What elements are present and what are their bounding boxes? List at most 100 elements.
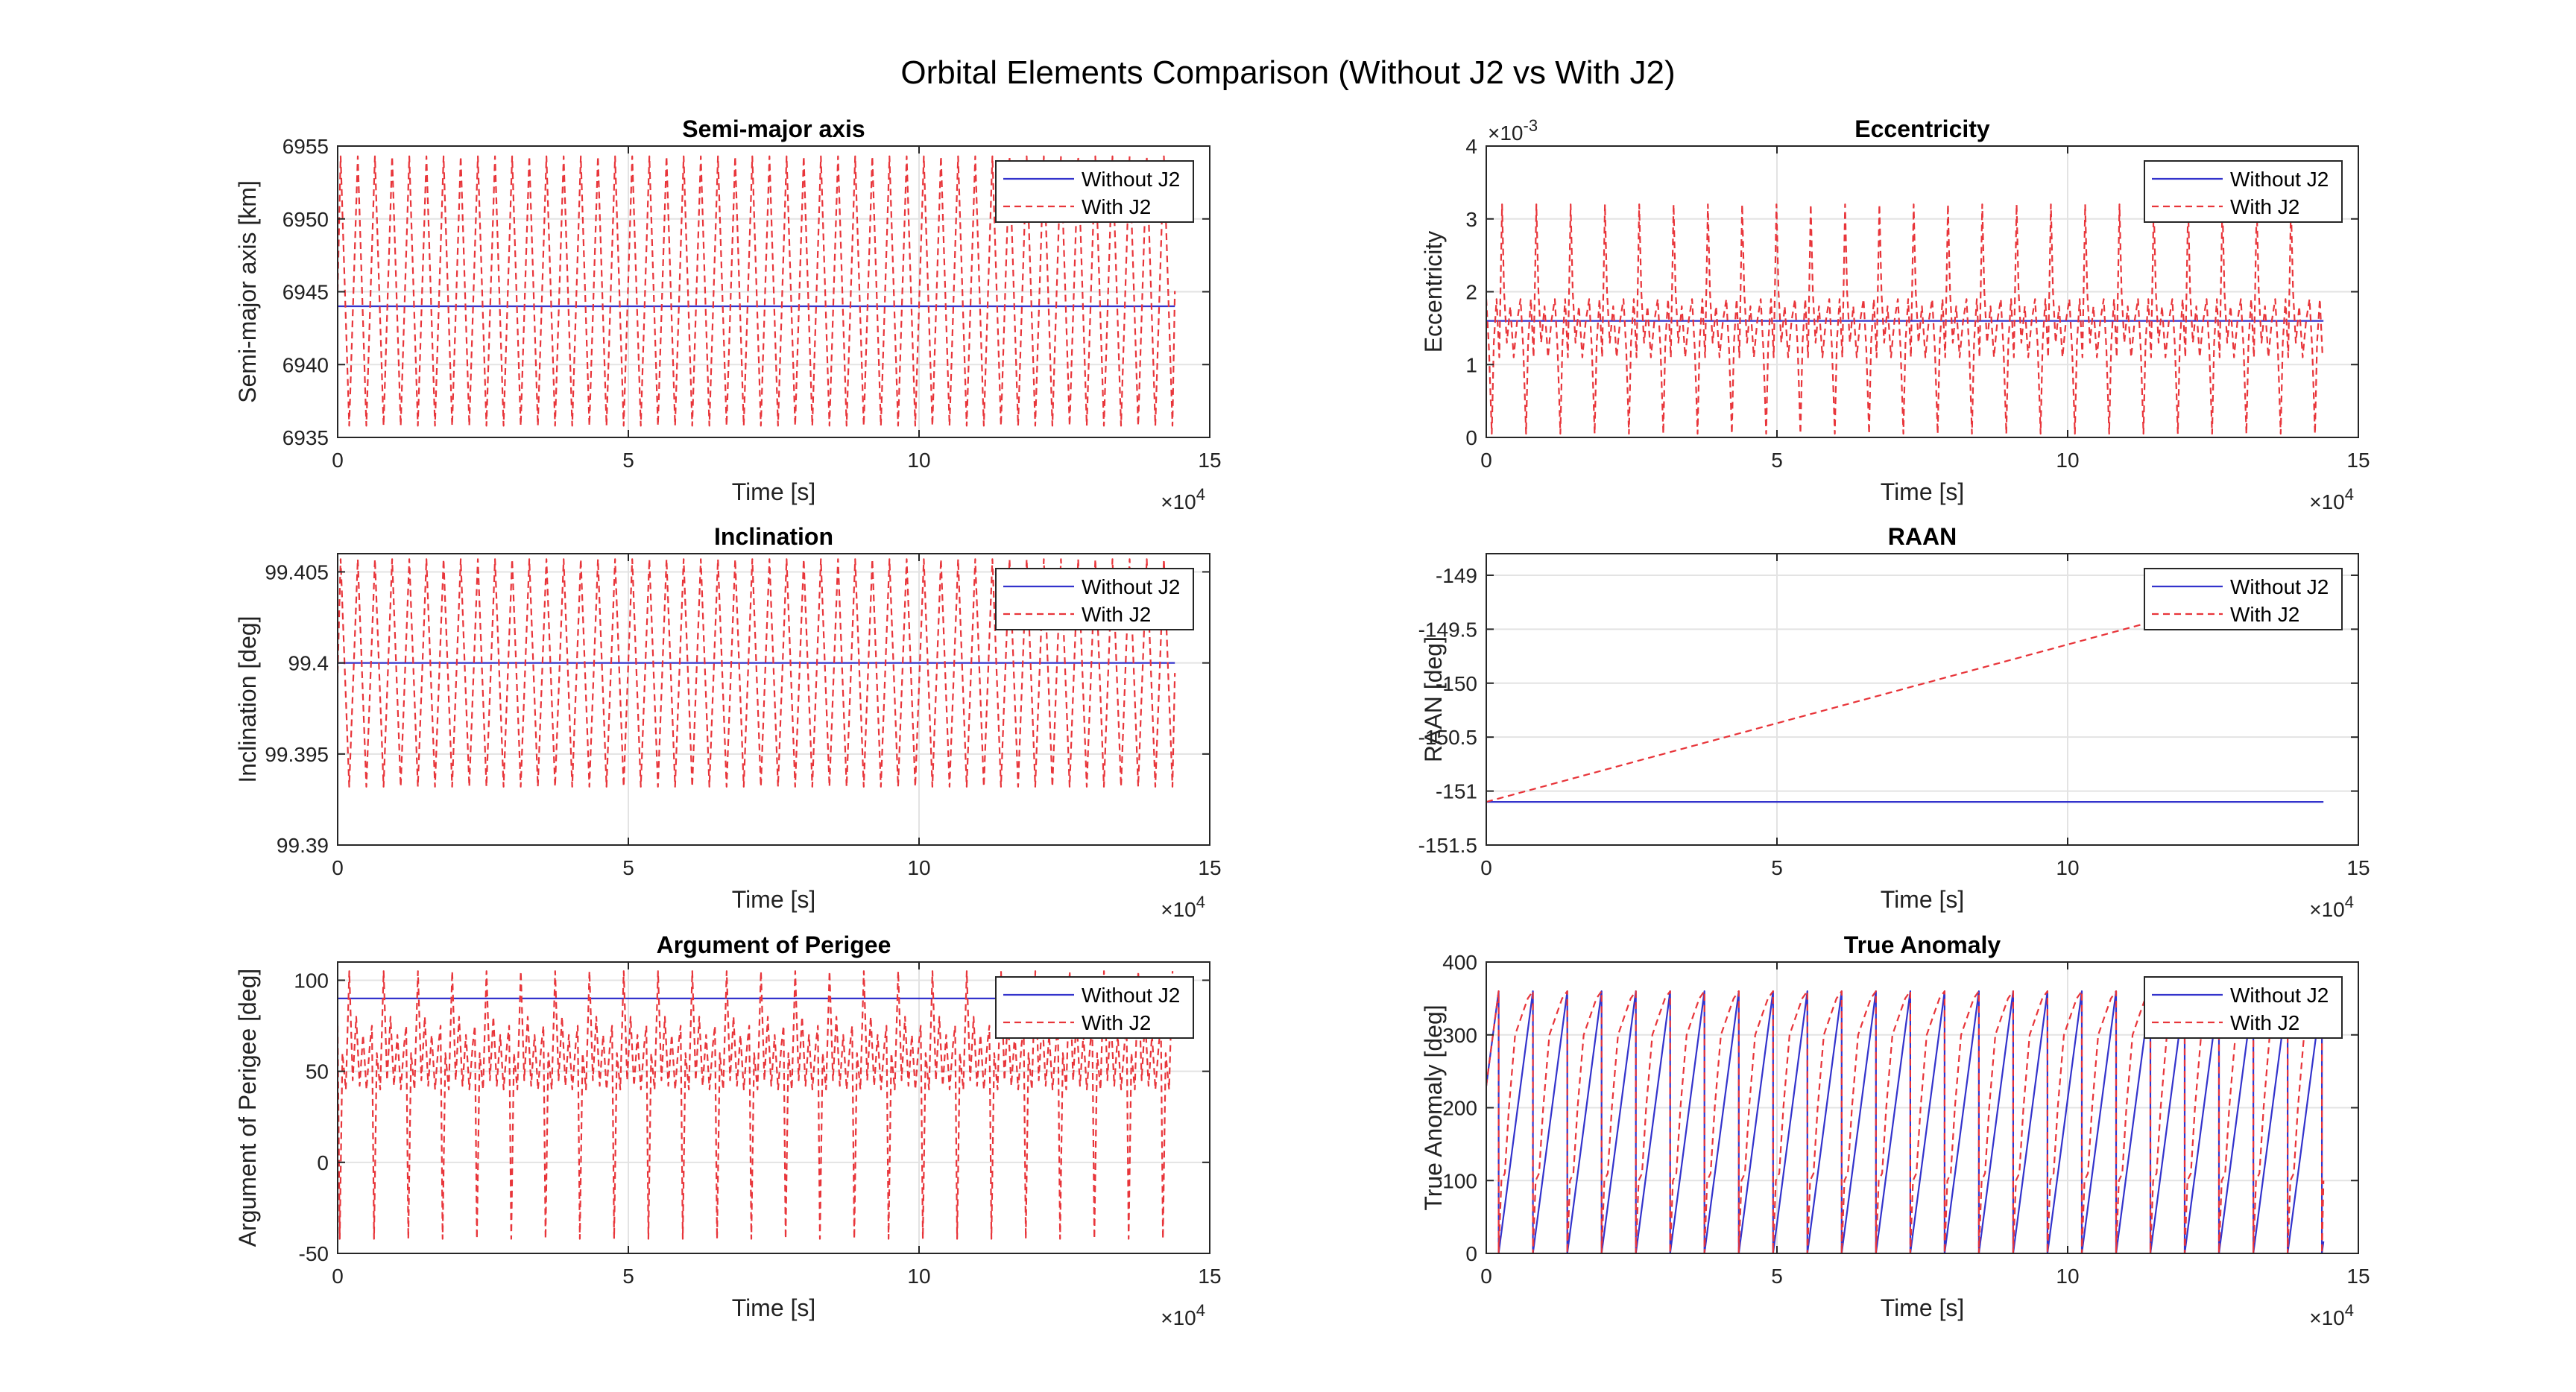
- y-tick-label: 50: [306, 1060, 329, 1083]
- y-tick-label: 100: [1442, 1169, 1477, 1192]
- figure-title: Orbital Elements Comparison (Without J2 …: [900, 54, 1675, 91]
- x-axis-label: Time [s]: [732, 478, 816, 505]
- legend-box: [995, 160, 1194, 223]
- y-tick-label: -151.5: [1418, 834, 1477, 857]
- x-tick-label: 10: [2056, 449, 2079, 472]
- x-tick-label: 5: [622, 856, 634, 879]
- x-exponent: ×104: [2309, 1301, 2354, 1329]
- x-tick-label: 10: [2056, 1265, 2079, 1288]
- legend-box: [2144, 160, 2343, 223]
- series-group: [1486, 203, 2324, 435]
- x-axis-label: Time [s]: [732, 886, 816, 913]
- legend-label: Without J2: [1082, 575, 1180, 598]
- plot-title: True Anomaly: [1844, 931, 2001, 958]
- plot-true-anomaly: 0 5 10 15 0 100 200 300 400 True Anomaly Time [s] T…: [1420, 931, 2370, 1329]
- x-exponent: ×104: [2309, 485, 2354, 513]
- y-tick-label: 0: [1465, 1242, 1477, 1265]
- x-exponent: ×104: [1161, 1301, 1205, 1329]
- series-group: [1486, 990, 2325, 1253]
- x-axis-label: Time [s]: [732, 1294, 816, 1321]
- x-axis-label: Time [s]: [1881, 1294, 1965, 1321]
- x-tick-label: 15: [1198, 1265, 1221, 1288]
- plot-inclination: 0 5 10 15 99.39 99.395 99.4 99.405 Inclination Ti…: [234, 523, 1222, 921]
- y-tick-label: -50: [299, 1242, 329, 1265]
- x-exponent: ×104: [2309, 893, 2354, 921]
- series-line-with-j2: [338, 558, 1176, 788]
- legend-label: With J2: [1082, 603, 1151, 626]
- x-axis-label: Time [s]: [1881, 886, 1965, 913]
- legend: Without J2 With J2: [995, 160, 1194, 223]
- plot-semi-major-axis: 0 5 10 15 6935 6940 6945 6950 6955 Semi-major axi…: [234, 116, 1222, 513]
- x-tick-label: 5: [1771, 449, 1783, 472]
- legend-label: With J2: [2230, 195, 2299, 218]
- axes-box: [337, 961, 1210, 1254]
- legend: Without J2 With J2: [995, 976, 1194, 1039]
- x-tick-label: 15: [1198, 856, 1221, 879]
- y-tick-label: 6945: [282, 281, 329, 304]
- axes-box: [337, 553, 1210, 846]
- y-axis-label: Semi-major axis [km]: [234, 180, 261, 403]
- x-tick-label: 0: [332, 1265, 344, 1288]
- legend-label: Without J2: [2230, 168, 2329, 191]
- y-tick-label: 6950: [282, 208, 329, 231]
- x-tick-label: 10: [2056, 856, 2079, 879]
- y-tick-label: -149.5: [1418, 618, 1477, 641]
- y-tick-label: 100: [294, 969, 329, 992]
- legend-label: With J2: [2230, 603, 2299, 626]
- y-tick-label: 99.4: [288, 652, 329, 675]
- y-tick-label: 3: [1465, 208, 1477, 231]
- x-tick-label: 0: [1480, 1265, 1492, 1288]
- x-tick-label: 15: [2346, 856, 2370, 879]
- legend: Without J2 With J2: [2144, 568, 2343, 630]
- plot-title: RAAN: [1888, 523, 1957, 550]
- y-tick-label: 6935: [282, 426, 329, 449]
- x-tick-label: 15: [2346, 449, 2370, 472]
- y-axis-label: Eccentricity: [1420, 231, 1447, 353]
- series-group: [338, 155, 1176, 427]
- x-tick-label: 0: [332, 856, 344, 879]
- legend: Without J2 With J2: [2144, 976, 2343, 1039]
- legend: Without J2 With J2: [995, 568, 1194, 630]
- y-exponent: ×10-3: [1488, 116, 1538, 145]
- y-axis-label: Argument of Perigee [deg]: [234, 969, 261, 1247]
- series-line-without-j2: [1486, 990, 2325, 1253]
- series-group: [1486, 574, 2324, 803]
- plot-eccentricity: 0 5 10 15 0 1 2 3 4 Eccentricity Time [s] Eccentric…: [1420, 116, 2370, 513]
- plot-title: Eccentricity: [1854, 116, 1990, 142]
- series-line-with-j2: [338, 155, 1176, 427]
- y-tick-label: 6940: [282, 353, 329, 376]
- legend-label: With J2: [1082, 195, 1151, 218]
- legend-label: Without J2: [1082, 984, 1180, 1007]
- legend-label: With J2: [1082, 1011, 1151, 1034]
- series-line-with-j2: [1486, 990, 2325, 1253]
- plot-title: Semi-major axis: [682, 116, 865, 142]
- y-tick-label: -150.5: [1418, 726, 1477, 749]
- x-axis-label: Time [s]: [1881, 478, 1965, 505]
- y-tick-label: 0: [317, 1151, 329, 1174]
- y-tick-label: 300: [1442, 1024, 1477, 1047]
- series-group: [338, 558, 1176, 788]
- x-tick-label: 5: [622, 1265, 634, 1288]
- y-tick-label: -149: [1436, 564, 1477, 587]
- y-axis-label: RAAN [deg]: [1420, 636, 1447, 762]
- series-line-with-j2: [1486, 203, 2324, 435]
- legend-label: Without J2: [2230, 984, 2329, 1007]
- y-tick-label: 99.395: [265, 743, 329, 766]
- legend-box: [2144, 976, 2343, 1039]
- series-line-with-j2: [338, 970, 1174, 1240]
- x-exponent: ×104: [1161, 485, 1205, 513]
- x-tick-label: 0: [1480, 856, 1492, 879]
- x-tick-label: 10: [907, 856, 930, 879]
- legend-box: [995, 976, 1194, 1039]
- y-tick-label: 6955: [282, 135, 329, 158]
- legend-label: With J2: [2230, 1011, 2299, 1034]
- plot-title: Inclination: [714, 523, 833, 550]
- y-tick-label: 200: [1442, 1097, 1477, 1120]
- x-tick-label: 15: [2346, 1265, 2370, 1288]
- x-tick-label: 5: [622, 449, 634, 472]
- x-tick-label: 10: [907, 449, 930, 472]
- y-tick-label: -150: [1436, 672, 1477, 695]
- x-tick-label: 10: [907, 1265, 930, 1288]
